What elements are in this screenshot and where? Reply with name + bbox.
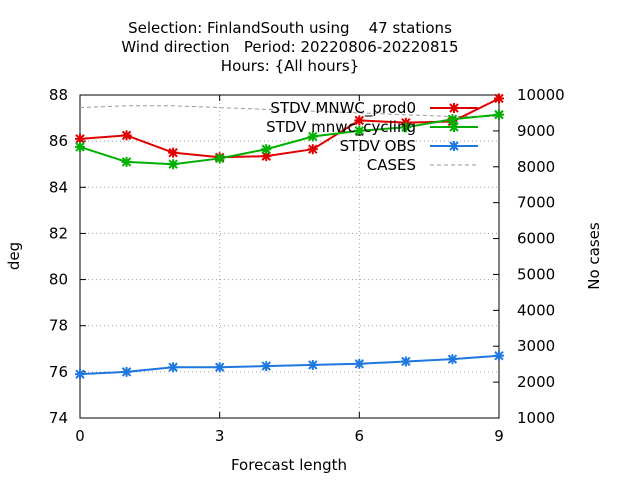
y2-tick-label: 9000	[517, 122, 555, 140]
y-tick-label: 78	[49, 317, 68, 335]
chart-title: Selection: FinlandSouth using 47 station…	[121, 19, 458, 75]
y-tick-label: 82	[49, 224, 68, 242]
y2-tick-label: 2000	[517, 373, 555, 391]
series-stdv-obs	[75, 350, 504, 380]
y2-tick-label: 7000	[517, 194, 555, 212]
legend-label: STDV mnwc_cycling	[266, 118, 416, 137]
y-tick-label: 80	[49, 271, 68, 289]
y-tick-label: 76	[49, 363, 68, 381]
title-line: Hours: {All hours}	[221, 57, 359, 75]
y2-tick-label: 5000	[517, 265, 555, 283]
series-line	[79, 97, 500, 159]
series-line	[79, 113, 500, 166]
legend-label: CASES	[367, 156, 416, 174]
legend-label: STDV MNWC_prod0	[270, 99, 416, 118]
y2-tick-label: 4000	[517, 301, 555, 319]
y-tick-label: 74	[49, 409, 68, 427]
y2-axis-label: No cases	[585, 222, 603, 290]
y2-axis: 1000 2000 3000 4000 5000 6000 7000 8000 9000 1000…	[493, 86, 565, 427]
title-line: Wind direction Period: 20220806-20220815	[121, 38, 458, 56]
y2-tick-label: 1000	[517, 409, 555, 427]
series	[75, 93, 504, 380]
legend-label: STDV OBS	[340, 137, 416, 155]
plot-frame	[79, 94, 500, 419]
x-tick-label: 0	[75, 427, 85, 445]
x-tick-label: 3	[215, 427, 225, 445]
y2-tick-label: 6000	[517, 230, 555, 248]
y-axis-label: deg	[5, 242, 23, 270]
title-line: Selection: FinlandSouth using 47 station…	[128, 19, 452, 37]
y-tick-label: 84	[49, 178, 68, 196]
y-tick-label: 86	[49, 132, 68, 150]
y-axis: 74 76 78 80 82 84 86 88	[49, 86, 86, 427]
x-axis-label: Forecast length	[231, 456, 347, 474]
series-line	[79, 354, 500, 376]
series-stdv-mnwc-cycling	[75, 109, 504, 170]
x-tick-label: 6	[355, 427, 365, 445]
y2-tick-label: 8000	[517, 158, 555, 176]
x-tick-label: 9	[494, 427, 504, 445]
x-axis: 0 3 6 9	[75, 95, 504, 445]
y2-tick-label: 10000	[517, 86, 565, 104]
y-tick-label: 88	[49, 86, 68, 104]
y2-tick-label: 3000	[517, 337, 555, 355]
